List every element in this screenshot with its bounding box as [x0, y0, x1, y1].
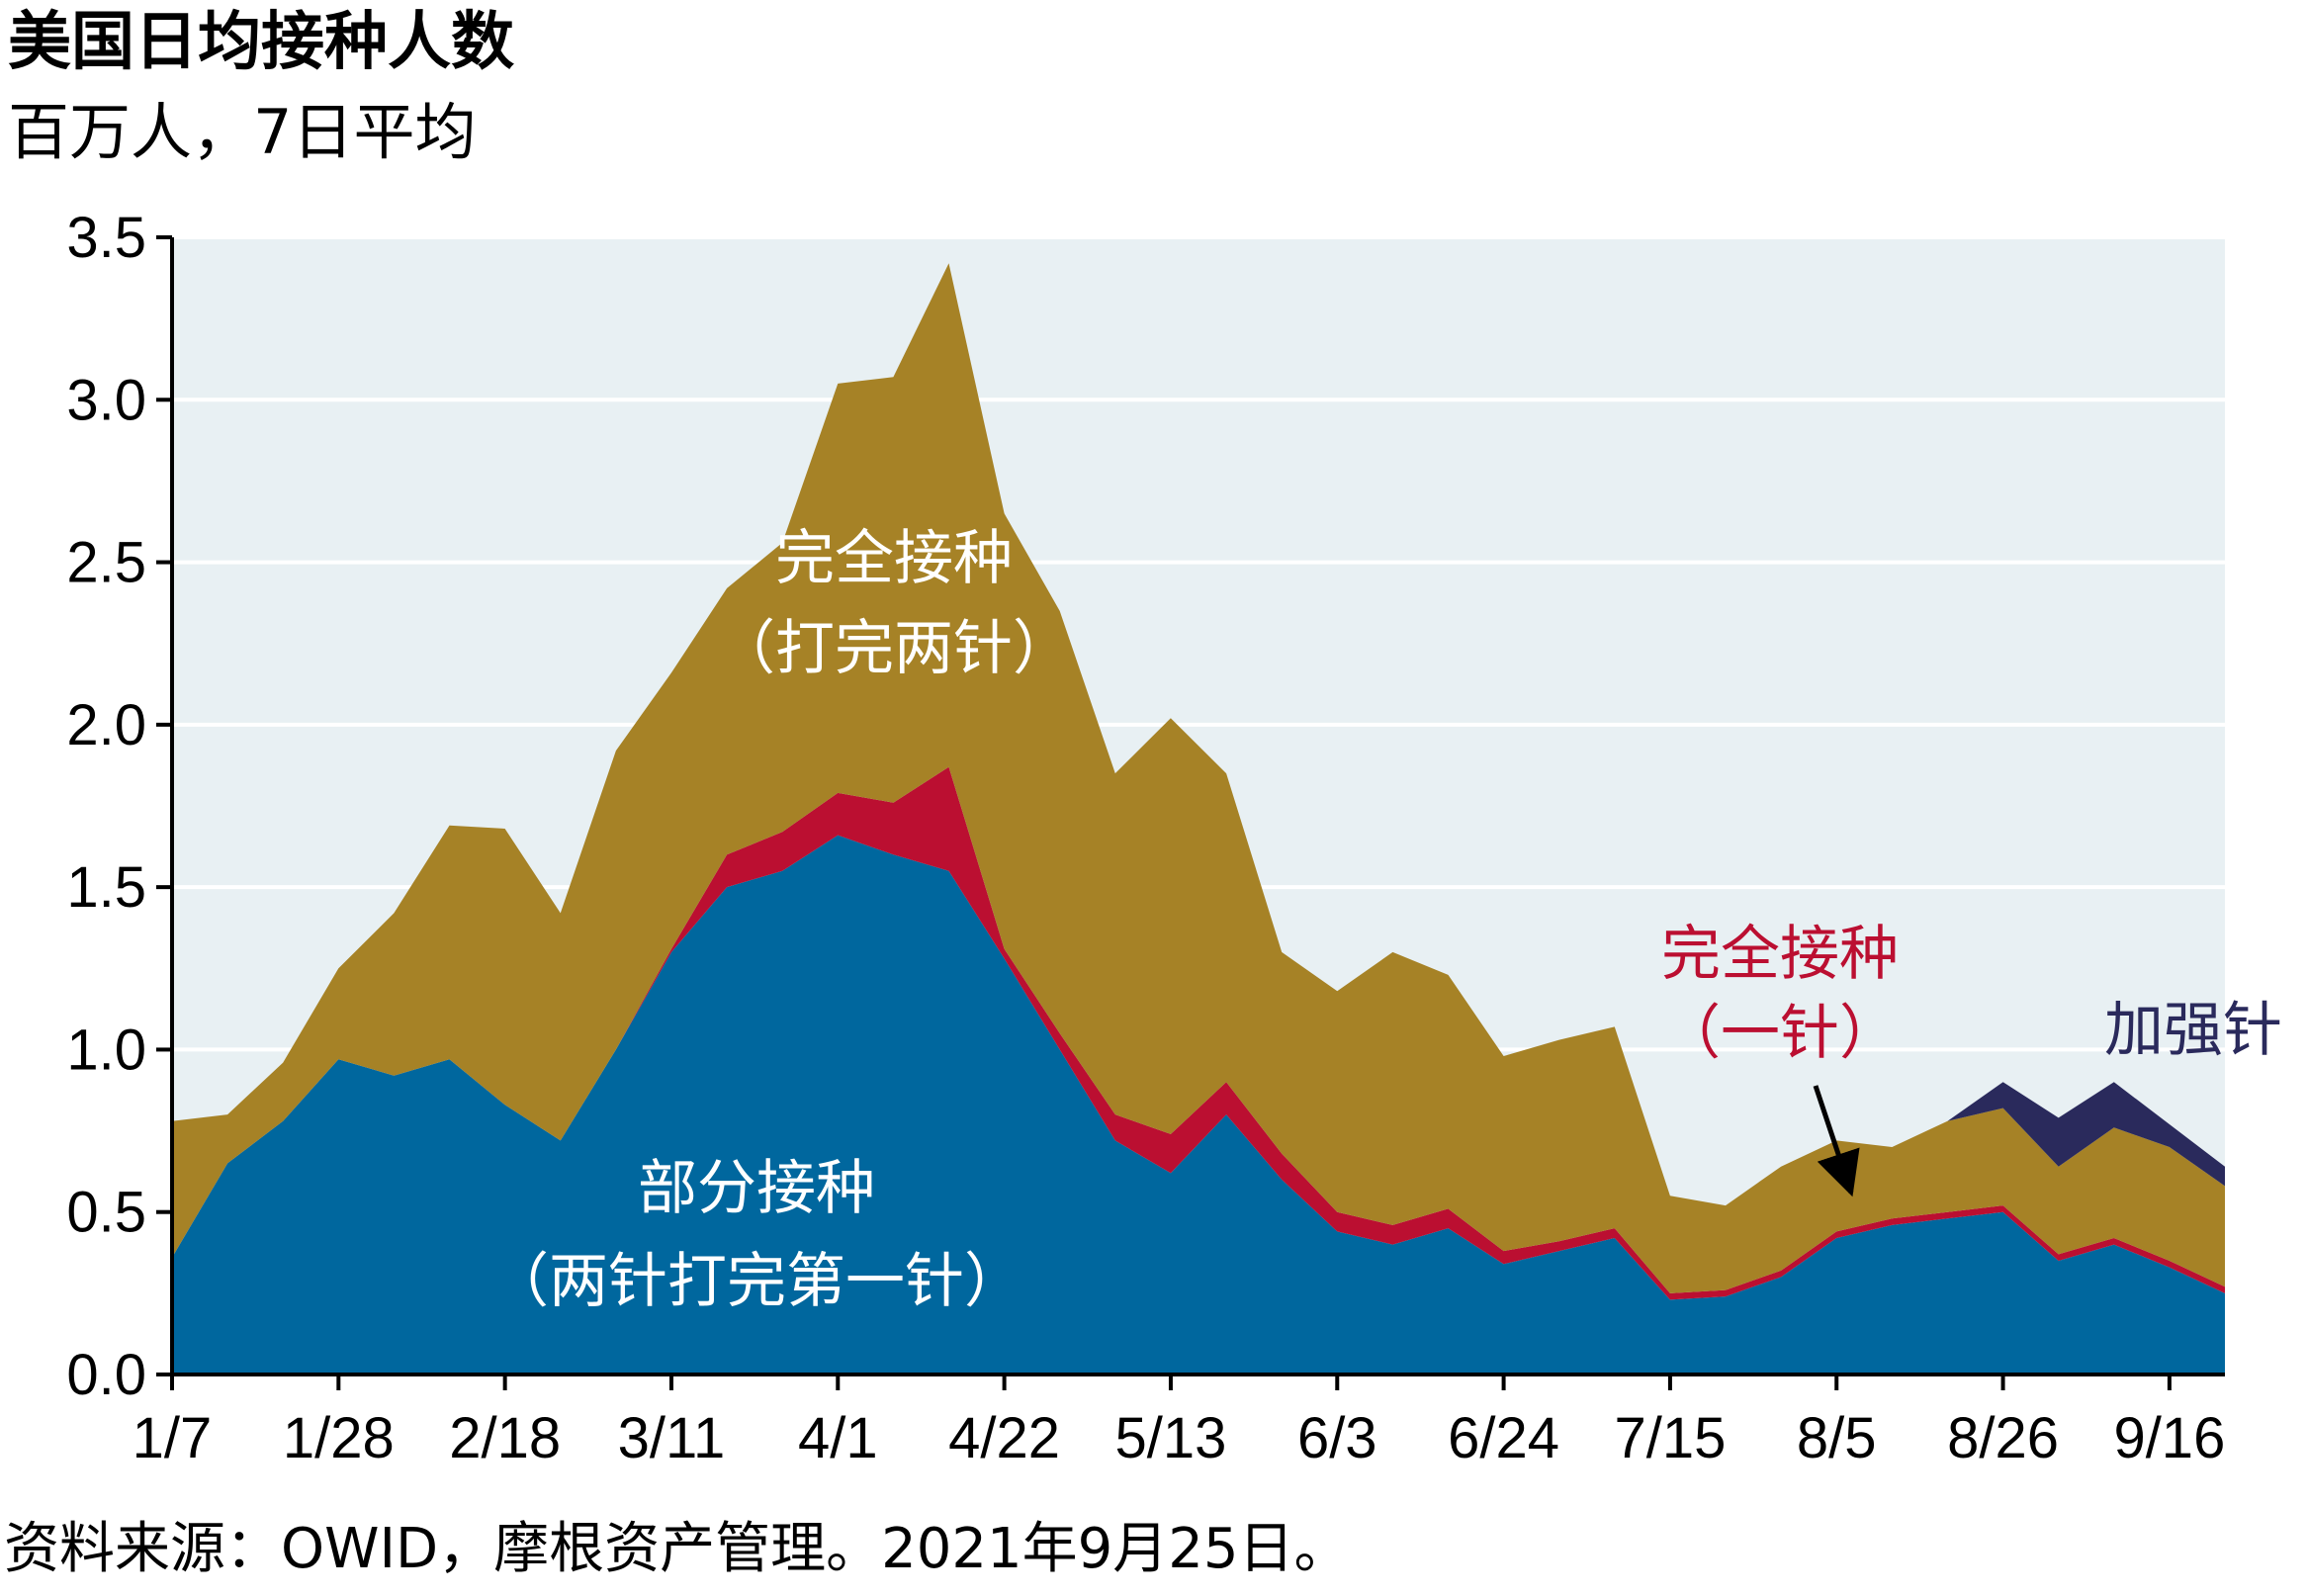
y-tick-label: 3.0 — [66, 368, 146, 432]
x-tick-label: 4/1 — [798, 1406, 878, 1470]
x-tick-label: 1/28 — [283, 1406, 395, 1470]
x-tick-label: 3/11 — [618, 1406, 726, 1470]
x-tick-label: 1/7 — [133, 1406, 213, 1470]
y-tick-label: 1.0 — [66, 1018, 146, 1082]
x-tick-label: 6/3 — [1297, 1406, 1377, 1470]
chart-title: 美国日均接种人数 — [8, 6, 514, 79]
x-tick-label: 6/24 — [1448, 1406, 1559, 1470]
vaccination-area-chart: 0.0 0.5 1.0 1.5 2.0 2.5 3.0 3.5 1/7 1/28 2/18 3/11… — [66, 206, 2282, 1470]
y-axis-ticks: 0.0 0.5 1.0 1.5 2.0 2.5 3.0 3.5 — [66, 206, 172, 1407]
x-tick-label: 4/22 — [948, 1406, 1060, 1470]
x-axis-ticks: 1/7 1/28 2/18 3/11 4/1 4/22 5/13 6/3 6/24 7/15 8/5… — [133, 1374, 2225, 1470]
x-tick-label: 2/18 — [449, 1406, 561, 1470]
source-note: 资料来源：OWID，摩根资产管理。2021年9月25日。 — [4, 1517, 1350, 1581]
area-series-2 — [172, 263, 2225, 1293]
annotation-arrow — [1813, 1085, 1860, 1197]
annotation-partial-line2: （两针打完第一针） — [489, 1247, 1023, 1316]
y-tick-label: 2.0 — [66, 693, 146, 757]
area-series-3 — [172, 263, 2225, 1206]
annotation-full-two-line1: 完全接种 — [775, 524, 1013, 593]
x-tick-label: 9/16 — [2113, 1406, 2225, 1470]
x-tick-label: 8/5 — [1797, 1406, 1877, 1470]
y-tick-label: 2.5 — [66, 531, 146, 595]
annotation-full-two-line2: （打完两针） — [716, 614, 1072, 683]
y-tick-label: 0.0 — [66, 1343, 146, 1407]
chart-subtitle: 百万人，7日平均 — [8, 96, 477, 168]
area-series-0 — [172, 835, 2225, 1374]
stacked-areas — [172, 263, 2225, 1374]
y-tick-label: 1.5 — [66, 855, 146, 920]
x-tick-label: 5/13 — [1115, 1406, 1227, 1470]
axes — [170, 237, 2225, 1376]
annotation-full-one-line1: 完全接种 — [1661, 920, 1899, 989]
annotation-booster: 加强针 — [2104, 996, 2282, 1065]
annotation-partial-line1: 部分接种 — [638, 1154, 875, 1223]
y-tick-label: 0.5 — [66, 1181, 146, 1245]
x-tick-label: 7/15 — [1614, 1406, 1726, 1470]
y-tick-label: 3.5 — [66, 206, 146, 270]
x-tick-label: 8/26 — [1947, 1406, 2059, 1470]
annotation-full-one-line2: （一针） — [1661, 999, 1899, 1068]
